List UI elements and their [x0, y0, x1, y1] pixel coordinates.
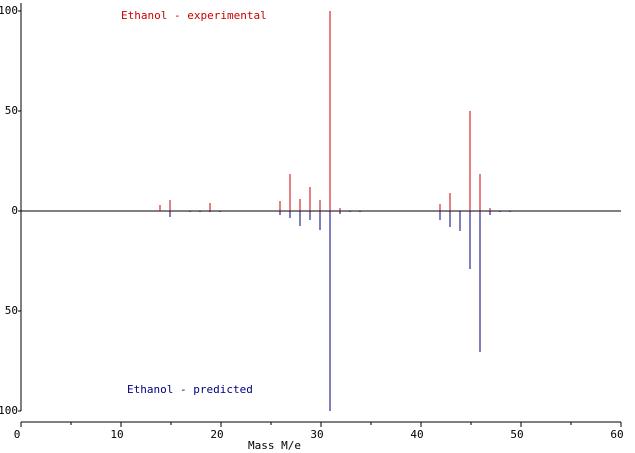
- x-tick-label: 10: [110, 428, 123, 441]
- legend-label: Ethanol - experimental: [121, 9, 267, 22]
- x-axis-label: Mass M/e: [248, 439, 301, 452]
- x-tick-label: 0: [14, 428, 21, 441]
- y-tick-label: 100: [0, 4, 18, 17]
- x-tick-label: 20: [210, 428, 223, 441]
- x-tick-label: 60: [610, 428, 623, 441]
- x-tick-label: 40: [410, 428, 423, 441]
- y-tick-label: 100: [0, 404, 18, 417]
- x-tick-label: 30: [310, 428, 323, 441]
- y-tick-label: 50: [5, 104, 18, 117]
- y-tick-label: 50: [5, 304, 18, 317]
- legend-label: Ethanol - predicted: [127, 383, 253, 396]
- x-tick-label: 50: [510, 428, 523, 441]
- y-tick-label: 0: [11, 204, 18, 217]
